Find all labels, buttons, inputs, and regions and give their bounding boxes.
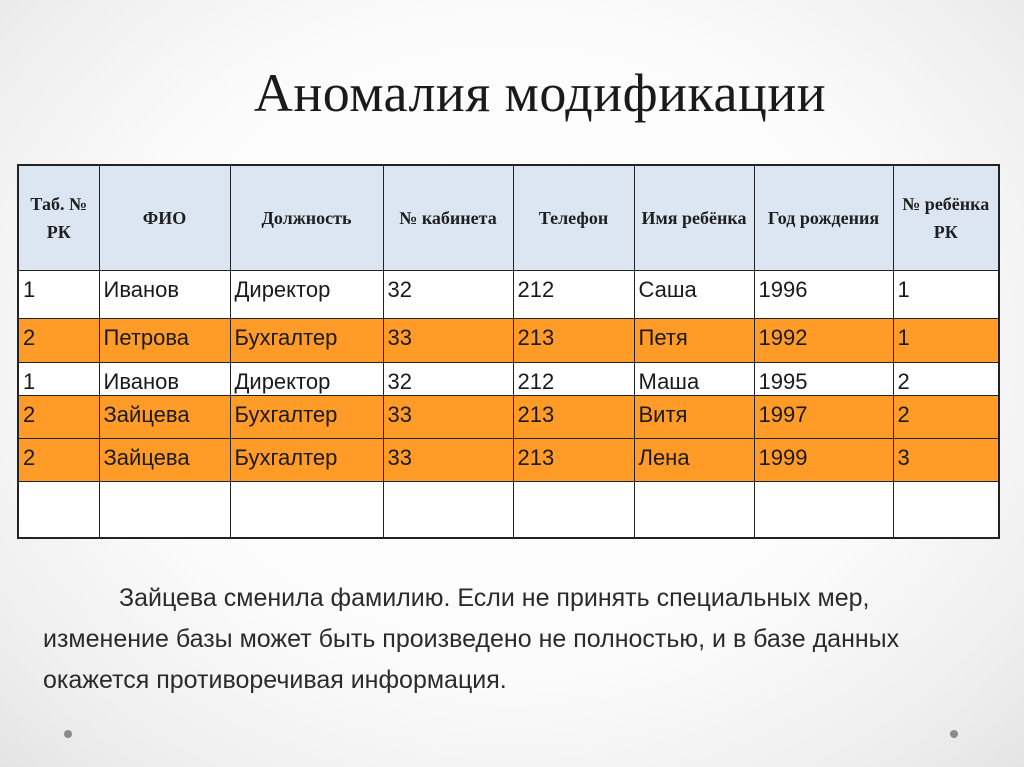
cell-birth-year: 1992: [753, 318, 894, 363]
decorative-dot-right: [950, 730, 958, 738]
cell-office: 33: [382, 395, 514, 439]
cell-child-pk: 3: [892, 438, 1000, 482]
cell-position: Бухгалтер: [229, 395, 384, 439]
cell-fio: Иванов: [98, 362, 231, 396]
cell-phone: 213: [512, 438, 635, 482]
table-row: 1 Иванов Директор 32 212 Саша 1996 1: [17, 270, 1000, 319]
header-phone: Телефон: [512, 164, 635, 271]
cell-birth-year: 1995: [753, 362, 894, 396]
cell-tab-pk: 2: [17, 438, 100, 482]
slide-title: Аномалия модификации: [253, 63, 827, 123]
cell-birth-year: 1997: [753, 395, 894, 439]
cell-child-name: Маша: [633, 362, 755, 396]
table-row-highlighted: 2 Зайцева Бухгалтер 33 213 Лена 1999 3: [17, 438, 1000, 482]
cell-office: 33: [382, 318, 514, 363]
cell-empty: [512, 481, 635, 538]
cell-empty: [98, 481, 231, 538]
cell-child-pk: 1: [892, 318, 1000, 363]
cell-empty: [633, 481, 755, 538]
cell-tab-pk: 1: [17, 270, 100, 319]
header-fio: ФИО: [98, 164, 231, 271]
cell-phone: 212: [512, 270, 635, 319]
cell-child-name: Саша: [633, 270, 755, 319]
table-row: 1 Иванов Директор 32 212 Маша 1995 2: [17, 362, 1000, 396]
table-header-row: Таб. № РК ФИО Должность № кабинета Телеф…: [17, 164, 1000, 271]
cell-empty: [753, 481, 894, 538]
explanation-text: Зайцева сменила фамилию. Если не принять…: [43, 584, 900, 694]
cell-office: 32: [382, 270, 514, 319]
cell-fio: Зайцева: [98, 438, 231, 482]
data-table: Таб. № РК ФИО Должность № кабинета Телеф…: [17, 164, 1000, 539]
cell-tab-pk: 2: [17, 395, 100, 439]
table-row-empty: [17, 481, 1000, 538]
cell-tab-pk: 2: [17, 318, 100, 363]
cell-child-pk: 2: [892, 362, 1000, 396]
cell-phone: 212: [512, 362, 635, 396]
cell-office: 32: [382, 362, 514, 396]
cell-fio: Петрова: [98, 318, 231, 363]
header-office: № кабинета: [382, 164, 514, 271]
header-position: Должность: [229, 164, 384, 271]
data-table-container: Таб. № РК ФИО Должность № кабинета Телеф…: [17, 164, 1000, 539]
cell-position: Директор: [229, 362, 384, 396]
cell-child-name: Витя: [633, 395, 755, 439]
cell-position: Директор: [229, 270, 384, 319]
cell-child-pk: 1: [892, 270, 1000, 319]
decorative-dot-left: [64, 730, 72, 738]
cell-empty: [229, 481, 384, 538]
cell-position: Бухгалтер: [229, 318, 384, 363]
cell-birth-year: 1996: [753, 270, 894, 319]
cell-child-pk: 2: [892, 395, 1000, 439]
cell-office: 33: [382, 438, 514, 482]
cell-fio: Зайцева: [98, 395, 231, 439]
header-tab-pk: Таб. № РК: [17, 164, 100, 271]
cell-phone: 213: [512, 395, 635, 439]
cell-position: Бухгалтер: [229, 438, 384, 482]
cell-empty: [382, 481, 514, 538]
cell-tab-pk: 1: [17, 362, 100, 396]
cell-phone: 213: [512, 318, 635, 363]
header-child-name: Имя ребёнка: [633, 164, 755, 271]
table-row-highlighted: 2 Петрова Бухгалтер 33 213 Петя 1992 1: [17, 318, 1000, 363]
header-birth-year: Год рождения: [753, 164, 894, 271]
cell-fio: Иванов: [98, 270, 231, 319]
header-child-pk: № ребёнка РК: [892, 164, 1000, 271]
cell-birth-year: 1999: [753, 438, 894, 482]
cell-empty: [17, 481, 100, 538]
table-row-highlighted: 2 Зайцева Бухгалтер 33 213 Витя 1997 2: [17, 395, 1000, 439]
cell-empty: [892, 481, 1000, 538]
cell-child-name: Петя: [633, 318, 755, 363]
cell-child-name: Лена: [633, 438, 755, 482]
